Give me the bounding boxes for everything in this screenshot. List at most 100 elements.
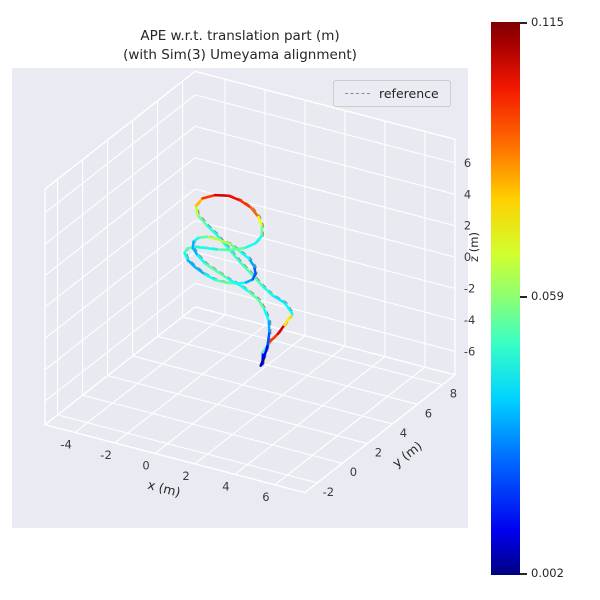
grid-line [194,125,456,195]
grid-line [44,188,196,308]
chart-title-line1: APE w.r.t. translation part (m) [140,28,340,44]
colorbar-tick-label-mid: 0.059 [531,289,564,303]
colorbar [491,22,520,575]
grid-line [74,314,226,433]
trajectory-segment [238,283,251,293]
trajectory-segment [247,257,256,268]
colorbar-tick-mark-mid [520,296,527,298]
z-tick-label: 0 [464,250,471,264]
ape-trajectory-line [183,193,294,367]
grid-line [157,335,418,405]
trajectory-segment [197,235,209,240]
floor-pane [45,306,455,493]
x-tick-label: 0 [142,458,149,472]
trajectory-segment [257,215,264,229]
trajectory-segment [228,242,242,253]
trajectory-segment [283,312,294,327]
trajectory-segment [283,301,294,315]
z-tick-label: -2 [464,282,475,296]
trajectory-segment [238,250,251,260]
trajectory-segment [205,223,219,237]
legend-box: reference [333,80,451,107]
y-tick-label: -2 [323,485,334,499]
chart-title-line2: (with Sim(3) Umeyama alignment) [123,47,357,63]
grid-line [154,335,306,454]
colorbar-tick-label-min: 0.002 [531,566,564,580]
legend-label-reference: reference [379,86,439,101]
trajectory-segment [192,245,207,250]
grid-line [44,282,196,402]
trajectory-segment [253,235,263,245]
trajectory-segment [216,270,231,281]
top-edges [44,70,456,375]
trajectory-segment [191,246,200,258]
y-tick-label: 4 [400,426,407,440]
trajectory-segment [257,298,266,312]
grid-line [194,219,456,290]
trajectory-segment [238,260,253,276]
tick-labels: -4 -2 0 2 4 6 -2 0 2 4 6 8 -6 -4 -2 0 2 4 6 [60,156,475,504]
grid-line [44,125,196,245]
y-tick-label: 0 [350,465,357,479]
trajectory-segment [215,248,232,252]
grid-line [44,220,196,339]
grid-line [182,316,443,386]
trajectory-segment [227,194,242,202]
z-tick-label: 4 [464,187,471,201]
trajectory-segment [194,204,199,217]
trajectory-segment [262,344,269,359]
z-tick-label: 2 [464,219,471,233]
trajectory-segment [276,323,286,336]
trajectory-segment [194,197,204,207]
chart-title: APE w.r.t. translation part (m) (with Si… [0,27,480,65]
trajectory-segment [183,251,190,262]
colorbar-tick-mark-top [520,22,527,24]
trajectory-segment [216,238,232,246]
grid-line [44,94,196,214]
z-tick-label: -4 [464,313,475,327]
trajectory-segment [260,225,264,238]
trajectory-segment [243,242,257,250]
grid-line [107,375,368,445]
grid-line [194,345,346,465]
grid-line [57,414,318,484]
trajectory-segment [186,258,197,269]
x-tick-label: -4 [60,438,71,452]
trajectory-segment [263,308,271,323]
trajectory-segment [196,254,208,266]
trajectory-segment [259,356,266,367]
y-tick-label: 8 [450,387,457,401]
colorbar-tick-label-max: 0.115 [531,15,564,29]
z-tick-label: -6 [464,344,475,358]
x-tick-label: 4 [222,479,229,493]
x-tick-label: -2 [100,448,111,462]
y-tick-label: 6 [425,406,432,420]
trajectory-segment [193,265,207,276]
trajectory-segment [249,206,260,219]
reference-dashed-line-icon [345,93,370,94]
trajectory-segment [247,290,260,302]
trajectory-segment [203,273,218,282]
z-axis-label: z (m) [466,232,481,262]
grid-line [194,157,456,227]
z-tick-label: 6 [464,156,471,170]
grid-line [114,324,266,444]
grid-line [44,157,196,276]
trajectory-segment [204,262,220,274]
grid-line [132,355,393,425]
grid-line [194,282,456,352]
trajectory-segment [270,293,286,305]
grid-line [194,94,456,164]
trajectory-segment [266,332,271,348]
trajectory-segment [214,278,228,284]
trajectory-segment [203,246,219,251]
trajectory-segment [268,332,280,344]
colorbar-tick-mark-bottom [520,573,527,575]
grid-line [194,251,456,321]
grid-line [44,251,196,371]
trajectory-segment [205,235,220,241]
grid-line [274,366,426,486]
trajectory-segment [201,193,217,200]
